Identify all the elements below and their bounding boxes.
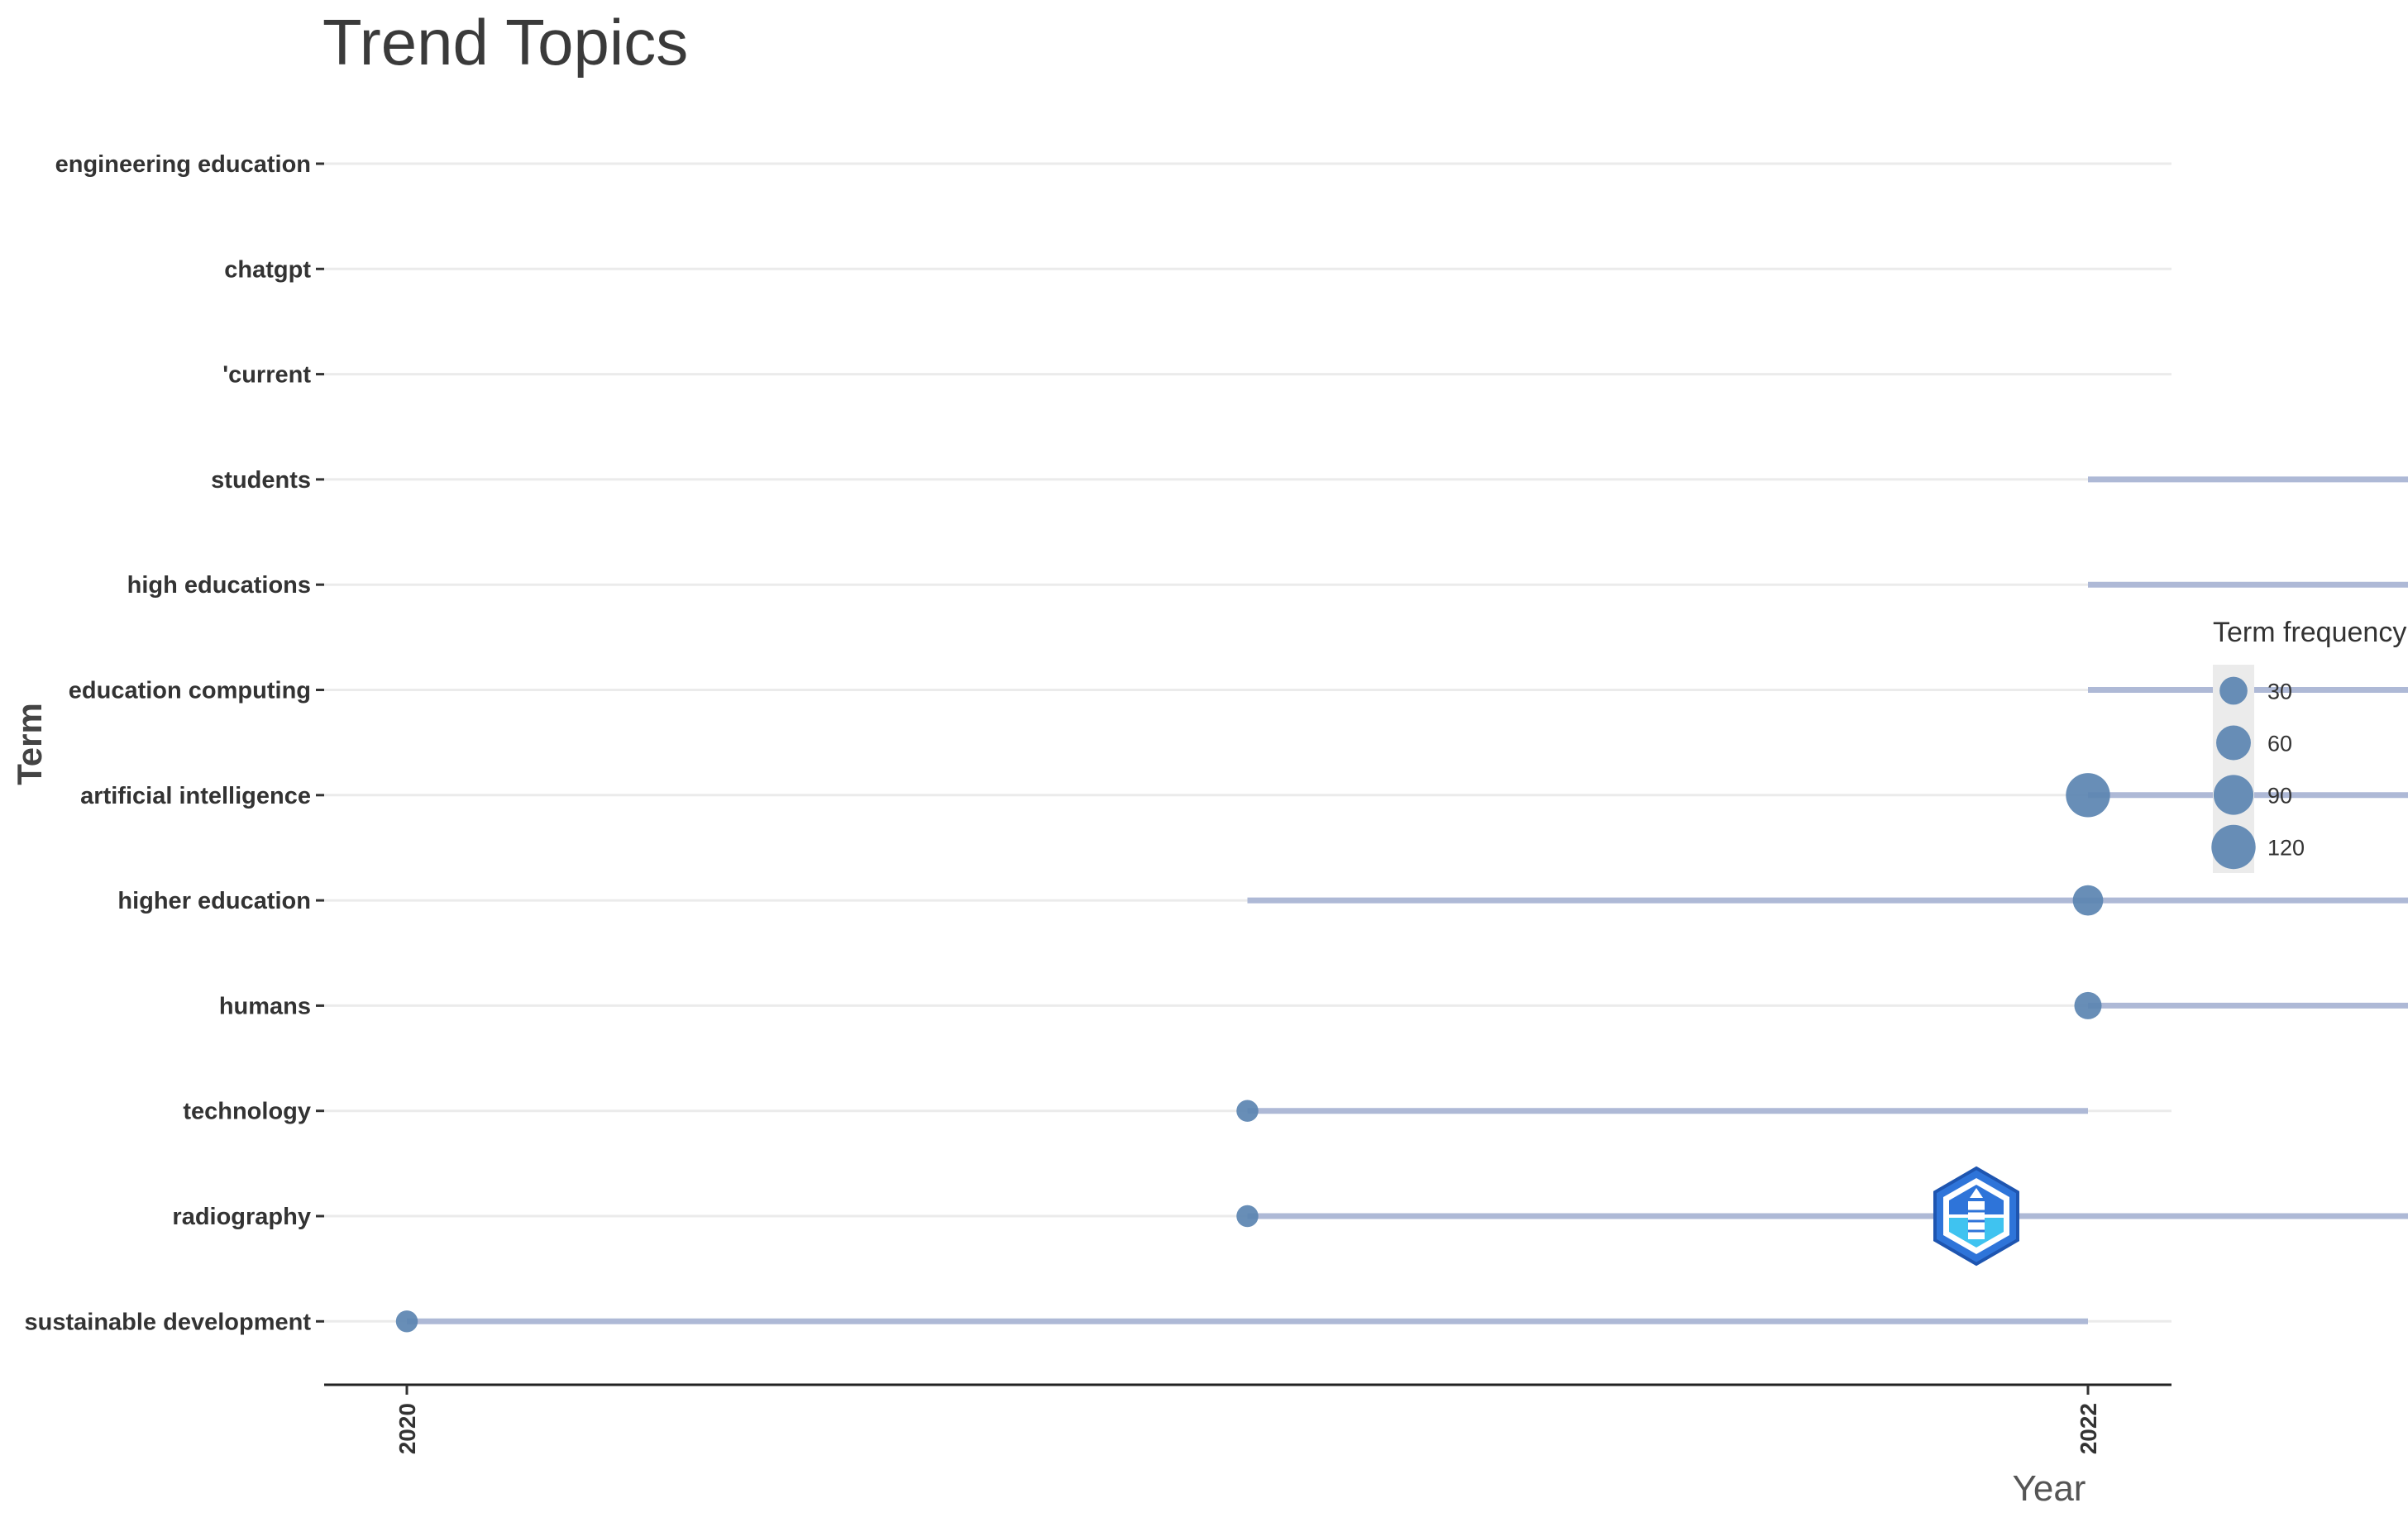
term-point bbox=[1236, 1205, 1259, 1228]
term-label: higher education bbox=[117, 888, 311, 914]
legend-label: 90 bbox=[2267, 784, 2292, 809]
term-label: 'current bbox=[222, 362, 311, 389]
legend-label: 30 bbox=[2267, 680, 2292, 704]
bibliometrix-logo-icon bbox=[1933, 1166, 2019, 1267]
range-layer bbox=[407, 476, 2408, 1324]
term-label: sustainable development bbox=[25, 1309, 312, 1335]
term-label: humans bbox=[219, 993, 311, 1019]
term-point bbox=[2074, 991, 2102, 1019]
term-labels: engineering education chatgpt 'current stud… bbox=[25, 151, 324, 1335]
term-label: technology bbox=[183, 1099, 311, 1125]
legend-label: 120 bbox=[2267, 836, 2305, 861]
term-label: radiography bbox=[172, 1204, 311, 1230]
term-label: artificial intelligence bbox=[80, 783, 311, 809]
term-label: education computing bbox=[69, 678, 311, 704]
year-tick-label: 2022 bbox=[2076, 1403, 2101, 1454]
legend-label: 60 bbox=[2267, 732, 2292, 756]
legend-key-point bbox=[2216, 725, 2251, 761]
chart-title: Trend Topics bbox=[322, 6, 688, 79]
year-tick-label: 2020 bbox=[394, 1403, 420, 1454]
x-axis-title: Year bbox=[2013, 1468, 2086, 1509]
term-label: engineering education bbox=[55, 151, 311, 178]
legend: Term frequency 30 60 90 120 bbox=[2211, 617, 2406, 873]
term-point bbox=[2072, 885, 2104, 916]
term-point bbox=[395, 1310, 418, 1333]
grid-layer bbox=[324, 162, 2172, 1323]
legend-title: Term frequency bbox=[2213, 617, 2406, 648]
year-ticks: 202020222024 bbox=[394, 1385, 2101, 1454]
y-axis-title: Term bbox=[10, 703, 49, 785]
term-label: students bbox=[211, 467, 311, 494]
term-point bbox=[2066, 773, 2110, 818]
term-label: high educations bbox=[127, 572, 311, 599]
legend-key-point bbox=[2211, 824, 2256, 870]
legend-key-point bbox=[2213, 775, 2254, 815]
point-layer bbox=[395, 773, 2110, 1333]
term-label: chatgpt bbox=[224, 256, 311, 283]
legend-key-point bbox=[2219, 676, 2248, 705]
term-point bbox=[1236, 1100, 1259, 1122]
